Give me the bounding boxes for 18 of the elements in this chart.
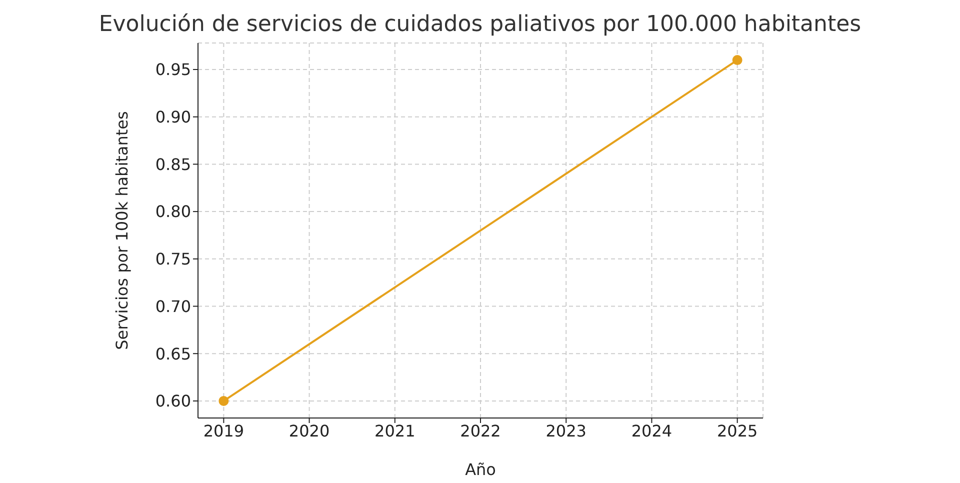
- x-tick-label: 2019: [203, 421, 244, 440]
- y-tick-label: 0.65: [155, 344, 191, 364]
- y-tick-label: 0.60: [155, 392, 191, 411]
- y-axis-title: Servicios por 100k habitantes: [112, 111, 132, 350]
- y-tick-label: 0.90: [155, 108, 191, 127]
- y-tick-label: 0.85: [155, 154, 191, 174]
- y-tick-label: 0.70: [155, 296, 191, 316]
- x-tick-label: 2020: [288, 421, 330, 440]
- y-tick-label: 0.80: [155, 202, 191, 222]
- x-tick-label: 2023: [546, 421, 586, 440]
- x-tick-label: 2025: [716, 421, 758, 440]
- x-tick-label: 2021: [374, 421, 416, 440]
- x-axis-title: Año: [465, 460, 496, 479]
- y-tick-label: 0.75: [155, 250, 191, 269]
- x-tick-label: 2022: [460, 421, 501, 440]
- y-tick-label: 0.95: [155, 60, 191, 80]
- chart-title: Evolución de servicios de cuidados paliativos por 100.000 habitantes: [98, 12, 862, 37]
- x-tick-label: 2024: [631, 421, 672, 440]
